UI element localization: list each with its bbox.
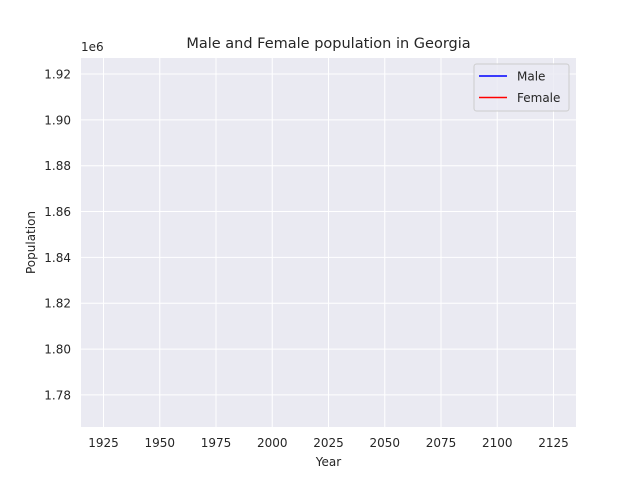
legend-entry-label: Male	[517, 70, 545, 84]
x-tick-label: 2075	[426, 436, 457, 450]
y-tick-label: 1.80	[44, 343, 71, 357]
x-tick-label: 2050	[369, 436, 400, 450]
y-offset-label: 1e6	[81, 40, 104, 54]
x-tick-label: 1950	[144, 436, 175, 450]
x-tick-label: 1925	[88, 436, 119, 450]
legend-entry-label: Female	[517, 91, 560, 105]
y-gridlines	[81, 73, 576, 396]
y-tick-label: 1.92	[44, 68, 71, 82]
x-tick-label: 1975	[201, 436, 232, 450]
x-tick-labels: 1925 1950 1975 2000 2025 2050 2075 2100 2125	[88, 436, 569, 450]
y-tick-label: 1.78	[44, 388, 71, 402]
y-tick-label: 1.84	[44, 251, 71, 265]
chart-title: Male and Female population in Georgia	[186, 36, 470, 52]
x-tick-label: 2125	[538, 436, 569, 450]
y-axis-label: Population	[24, 211, 38, 274]
x-axis-label: Year	[315, 455, 341, 469]
y-tick-label: 1.90	[44, 113, 71, 127]
y-tick-labels: 1.78 1.80 1.82 1.84 1.86 1.88 1.90 1.92	[44, 68, 71, 403]
y-tick-label: 1.86	[44, 205, 71, 219]
x-tick-label: 2025	[313, 436, 344, 450]
legend: Male Female	[473, 63, 570, 112]
y-tick-label: 1.82	[44, 297, 71, 311]
y-tick-label: 1.88	[44, 159, 71, 173]
x-tick-label: 2000	[257, 436, 288, 450]
x-tick-label: 2100	[482, 436, 513, 450]
